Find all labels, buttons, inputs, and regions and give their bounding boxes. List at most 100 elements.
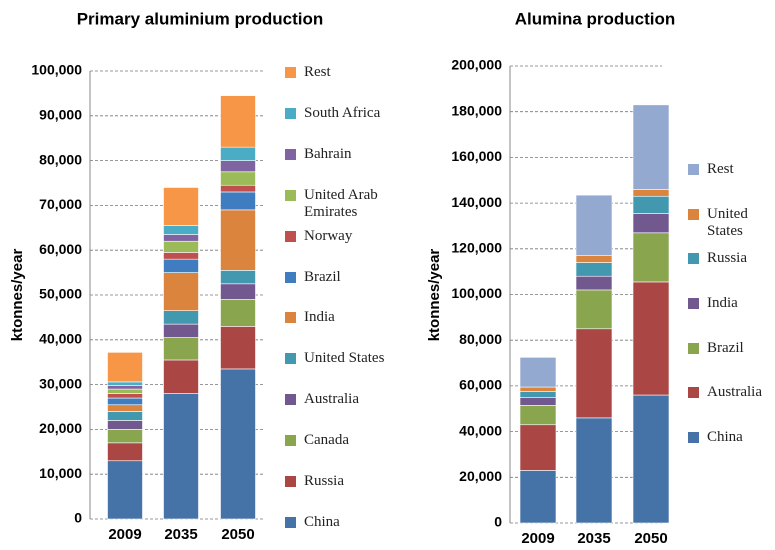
legend-item: Brazil (688, 340, 775, 357)
legend-item: China (285, 514, 400, 531)
legend-swatch (285, 67, 296, 78)
y-tick-label: 20,000 (459, 468, 502, 484)
bar-segment (163, 393, 199, 520)
legend-label: South Africa (304, 104, 381, 121)
y-tick-label: 80,000 (459, 331, 502, 347)
bar-segment (575, 255, 613, 263)
legend-label: United States (707, 205, 748, 239)
bar-segment (220, 184, 256, 193)
bar-segment (519, 470, 557, 524)
bar-segment (632, 195, 670, 214)
y-tick-label: 0 (494, 514, 502, 530)
legend-item: Bahrain (285, 146, 400, 163)
bar-segment (220, 160, 256, 173)
legend-swatch (285, 476, 296, 488)
y-tick-label: 90,000 (39, 107, 82, 123)
legend-swatch (285, 189, 296, 201)
legend-label: China (304, 514, 340, 530)
legend-item: Brazil (285, 269, 400, 286)
bar-segment (220, 368, 256, 520)
legend-item: India (285, 309, 400, 326)
bar-segment (163, 310, 199, 325)
y-axis-label: ktonnes/year (426, 249, 443, 342)
bar-segment (107, 404, 143, 412)
bar-segment (163, 240, 199, 253)
bar-segment (632, 213, 670, 234)
legend-label: China (707, 429, 743, 445)
x-tick-label: 2009 (108, 526, 141, 543)
y-tick-label: 160,000 (451, 148, 502, 164)
legend-swatch (285, 394, 296, 406)
bar-segment (575, 417, 613, 524)
chart-title: Primary aluminium production (77, 9, 324, 28)
y-tick-label: 120,000 (451, 240, 502, 256)
bar-segment (220, 191, 256, 211)
legend-item: Australia (285, 391, 400, 408)
legend-item: Australia (688, 384, 775, 401)
bar-segment (575, 289, 613, 330)
legend-label: Russia (707, 250, 748, 267)
legend-swatch (688, 253, 699, 265)
bar-segment (575, 275, 613, 291)
bar-segment (107, 429, 143, 444)
legend-swatch (688, 432, 699, 443)
y-axis-label: ktonnes/year (9, 249, 26, 342)
x-tick-label: 2050 (634, 530, 667, 547)
bar-segment (220, 209, 256, 271)
legend-item: Rest (285, 64, 400, 81)
legend-label: Russia (304, 473, 345, 490)
legend-label: Rest (304, 64, 331, 80)
bar-segment (163, 337, 199, 361)
y-tick-label: 100,000 (31, 62, 82, 78)
x-tick-label: 2050 (221, 526, 254, 543)
bar-segment (107, 385, 143, 390)
bar-segment (519, 357, 557, 388)
bar-segment (107, 388, 143, 394)
legend-item: United States (285, 350, 400, 367)
legend-item: India (688, 295, 775, 312)
legend-swatch (285, 312, 296, 324)
y-tick-label: 180,000 (451, 102, 502, 118)
legend-swatch (688, 208, 699, 220)
bar-segment (519, 391, 557, 398)
legend-label: Australia (304, 391, 359, 408)
x-tick-label: 2035 (577, 530, 610, 547)
legend-label: India (304, 309, 335, 326)
legend-swatch (285, 230, 296, 242)
bar-segment (163, 323, 199, 338)
bar-segment (632, 281, 670, 396)
bar-segment (632, 189, 670, 197)
legend-item: United States (688, 206, 775, 240)
bar-segment (163, 187, 199, 226)
bar-segment (632, 394, 670, 524)
bar-segment (220, 171, 256, 186)
y-tick-label: 10,000 (39, 465, 82, 481)
bar-segment (107, 393, 143, 399)
y-tick-label: 40,000 (459, 422, 502, 438)
legend-label: United States (304, 350, 385, 367)
legend-item: Russia (688, 250, 775, 267)
x-tick-label: 2009 (521, 530, 554, 547)
bar-segment (107, 442, 143, 462)
bar-segment (632, 104, 670, 190)
y-tick-label: 60,000 (459, 377, 502, 393)
legend-label: India (707, 295, 738, 311)
legend-label: Canada (304, 432, 349, 449)
bar-segment (163, 252, 199, 260)
y-tick-label: 50,000 (39, 286, 82, 302)
bar-segment (632, 232, 670, 283)
y-tick-label: 0 (74, 510, 82, 526)
bar-segment (519, 386, 557, 392)
bar-segment (107, 381, 143, 386)
legend-swatch (688, 387, 699, 399)
bar-segment (107, 397, 143, 406)
bar-segment (163, 225, 199, 235)
legend-label: United Arab Emirates (304, 186, 378, 220)
legend-item: Norway (285, 228, 400, 245)
bar-segment (107, 460, 143, 520)
legend-item: China (688, 429, 775, 446)
bar-segment (163, 272, 199, 311)
legend-swatch (285, 435, 296, 447)
